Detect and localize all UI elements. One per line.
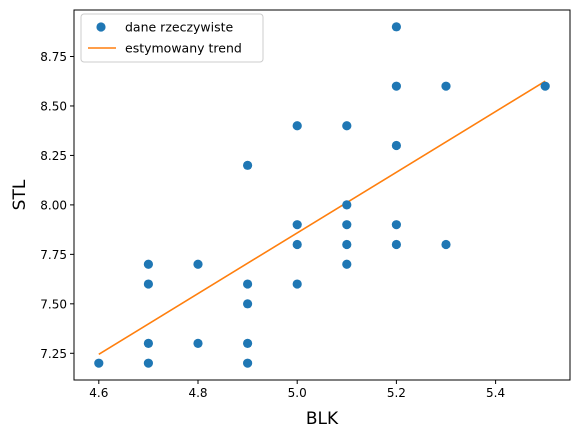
data-point xyxy=(342,220,352,230)
x-tick-label: 5.2 xyxy=(387,386,406,400)
y-tick-label: 7.75 xyxy=(40,248,67,262)
legend-marker-scatter xyxy=(96,22,106,32)
y-tick-label: 8.00 xyxy=(40,198,67,212)
y-tick-label: 8.50 xyxy=(40,99,67,113)
legend-box xyxy=(80,13,264,63)
x-tick-label: 5.4 xyxy=(486,386,505,400)
data-point xyxy=(292,121,302,131)
data-point xyxy=(342,200,352,210)
y-axis: 7.25 7.50 7.75 8.00 8.25 8.50 8.75 xyxy=(40,50,74,361)
x-axis: 4.6 4.8 5.0 5.2 5.4 xyxy=(89,380,505,400)
data-point xyxy=(292,279,302,289)
data-point xyxy=(391,239,401,250)
data-point xyxy=(292,220,302,230)
legend-label-scatter: dane rzeczywiste xyxy=(125,20,234,35)
data-point xyxy=(143,259,153,269)
data-point xyxy=(243,338,253,348)
trend-line xyxy=(98,80,546,355)
legend: dane rzeczywiste estymowany trend xyxy=(80,13,264,63)
y-tick-label: 8.25 xyxy=(40,149,67,163)
x-axis-title: BLK xyxy=(306,409,339,429)
y-axis-title: STL xyxy=(10,179,30,210)
legend-label-trend: estymowany trend xyxy=(125,41,242,56)
series-layer xyxy=(94,22,550,368)
data-point xyxy=(243,358,253,368)
data-point xyxy=(143,358,153,368)
data-point xyxy=(243,160,253,170)
data-point xyxy=(143,338,153,348)
data-point xyxy=(342,259,352,269)
data-point xyxy=(540,81,550,91)
x-tick-label: 5.0 xyxy=(288,386,307,400)
data-point xyxy=(243,299,253,309)
data-point xyxy=(243,279,253,289)
data-point xyxy=(193,259,203,269)
data-point xyxy=(292,239,302,250)
data-point xyxy=(342,239,352,250)
y-tick-label: 8.75 xyxy=(40,50,67,64)
y-tick-label: 7.50 xyxy=(40,297,67,311)
data-point xyxy=(342,121,352,131)
y-tick-label: 7.25 xyxy=(40,347,67,361)
data-point xyxy=(94,358,104,368)
x-tick-label: 4.6 xyxy=(89,386,108,400)
data-point xyxy=(391,140,401,151)
data-point xyxy=(441,81,451,91)
data-point xyxy=(193,338,203,348)
x-tick-label: 4.8 xyxy=(188,386,207,400)
data-point xyxy=(391,220,401,230)
data-point xyxy=(441,239,451,250)
data-point xyxy=(143,279,153,289)
data-point xyxy=(391,22,401,32)
data-point xyxy=(391,81,401,91)
plot-frame xyxy=(73,9,571,381)
